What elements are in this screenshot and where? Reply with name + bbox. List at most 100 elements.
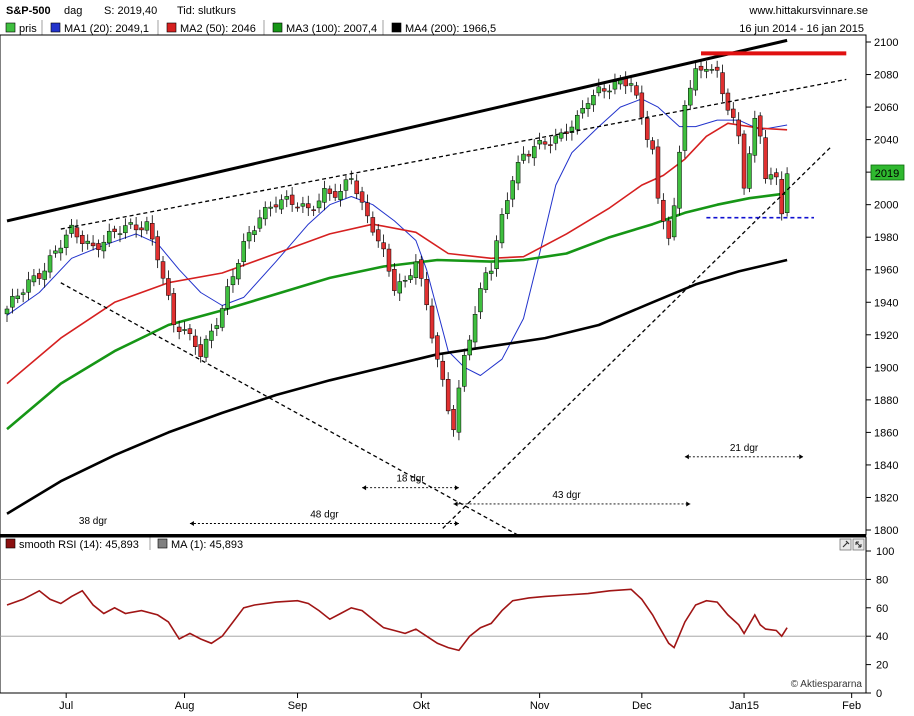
candle-body	[214, 325, 220, 329]
candle-body	[4, 308, 10, 315]
legend-label-ma1: MA1 (20): 2049,1	[64, 23, 149, 35]
main-legend: pris MA1 (20): 2049,1 MA2 (50): 2046 MA3…	[0, 19, 560, 35]
span-label: 38 dgr	[79, 516, 108, 527]
candle-body	[580, 108, 585, 114]
price-tick-label: 1820	[874, 492, 898, 504]
candle-body	[526, 153, 532, 157]
candle-body	[112, 228, 117, 232]
candle-body	[731, 108, 736, 118]
ma50-line	[6, 122, 788, 385]
candle-body	[273, 204, 279, 208]
legend-label-ma2: MA2 (50): 2046	[180, 23, 256, 35]
rsi-tick-label: 100	[876, 546, 894, 558]
rsi-panel-controls[interactable]	[839, 538, 865, 551]
candle-body	[467, 339, 472, 356]
candle-body	[252, 230, 257, 235]
candle-body	[510, 180, 515, 200]
span-arrow-left	[362, 485, 367, 491]
candle-body	[193, 335, 198, 347]
time-basis: Tid: slutkurs	[177, 5, 236, 17]
candle-body	[413, 261, 419, 279]
price-tick-label: 1940	[874, 297, 898, 309]
rsi-series-line	[6, 588, 788, 652]
price-tick-label: 1900	[874, 362, 898, 374]
rsi-panel-frame	[0, 536, 867, 694]
price-tick-label: 1800	[874, 525, 898, 537]
day-count-annotations: 38 dgr 48 dgr 18 dgr 43 dgr 21 dgr	[79, 443, 804, 527]
price-plot	[4, 38, 847, 534]
candle-body	[628, 83, 634, 86]
legend-swatch-rsi-ma	[157, 538, 168, 549]
candle-body	[262, 207, 268, 220]
candle-body	[381, 242, 386, 250]
time-tick-label: Nov	[530, 700, 550, 712]
candle-body	[397, 281, 402, 294]
candle-body	[198, 344, 203, 357]
candle-body	[505, 200, 510, 215]
span-arrow-right	[454, 485, 459, 491]
candle-body	[494, 240, 499, 270]
candle-body	[612, 81, 618, 90]
candle-body	[101, 241, 107, 252]
rsi-plot	[6, 588, 788, 652]
candle-body	[661, 199, 666, 222]
candle-body	[10, 296, 15, 308]
candle-body	[392, 269, 397, 291]
time-tick-label: Aug	[175, 700, 195, 712]
candle-body	[106, 230, 112, 244]
legend-swatch-pris	[5, 22, 16, 33]
candle-body	[558, 132, 564, 139]
candle-body	[445, 379, 451, 412]
candle-body	[774, 172, 779, 178]
candle-body	[569, 126, 575, 133]
legend-item-ma1: MA1 (20): 2049,1	[50, 22, 149, 35]
candle-body	[666, 220, 671, 239]
candle-body	[644, 118, 650, 140]
candle-body	[375, 229, 381, 242]
candle-body	[225, 286, 230, 309]
candle-body	[784, 173, 790, 213]
current-price-badge: 2019	[870, 164, 905, 181]
candle-body	[203, 338, 209, 358]
uptrend-line	[442, 147, 831, 529]
candle-body	[187, 328, 193, 334]
rsi-tick-label: 0	[876, 688, 882, 700]
rsi-tick-label: 80	[876, 574, 888, 586]
price-tick-label: 1920	[874, 330, 898, 342]
legend-label-pris: pris	[19, 23, 37, 35]
legend-swatch-ma1	[50, 22, 61, 33]
span-label: 18 dgr	[396, 474, 425, 485]
candle-body	[693, 68, 698, 91]
symbol: S&P-500	[6, 5, 51, 17]
candle-body	[133, 224, 139, 231]
candle-body	[90, 242, 96, 247]
price-panel-frame	[0, 34, 867, 536]
span-label: 48 dgr	[310, 509, 339, 520]
candle-body	[343, 179, 349, 191]
candle-body	[15, 295, 21, 299]
candle-body	[69, 224, 74, 234]
candle-body	[150, 223, 155, 240]
time-tick-label: Dec	[632, 700, 652, 712]
candle-body	[537, 139, 542, 145]
candle-body	[741, 133, 747, 189]
mid-channel-line	[60, 78, 847, 230]
price-tick-label: 1840	[874, 460, 898, 472]
legend-swatch-ma3	[272, 22, 283, 33]
candle-body	[332, 191, 338, 198]
time-tick-label: Jul	[59, 700, 73, 712]
candle-body	[209, 330, 214, 341]
candle-body	[257, 217, 263, 229]
candle-body	[20, 292, 26, 295]
candle-body	[37, 273, 42, 279]
candle-body	[311, 209, 316, 211]
span-arrow-right	[686, 501, 691, 507]
candle-body	[144, 221, 150, 231]
span-arrow-right	[454, 520, 459, 526]
legend-item-ma2: MA2 (50): 2046	[166, 22, 256, 35]
candle-body	[542, 141, 548, 145]
candle-body	[327, 188, 333, 194]
interval: dag	[64, 5, 82, 17]
upper-channel-line	[6, 38, 788, 223]
